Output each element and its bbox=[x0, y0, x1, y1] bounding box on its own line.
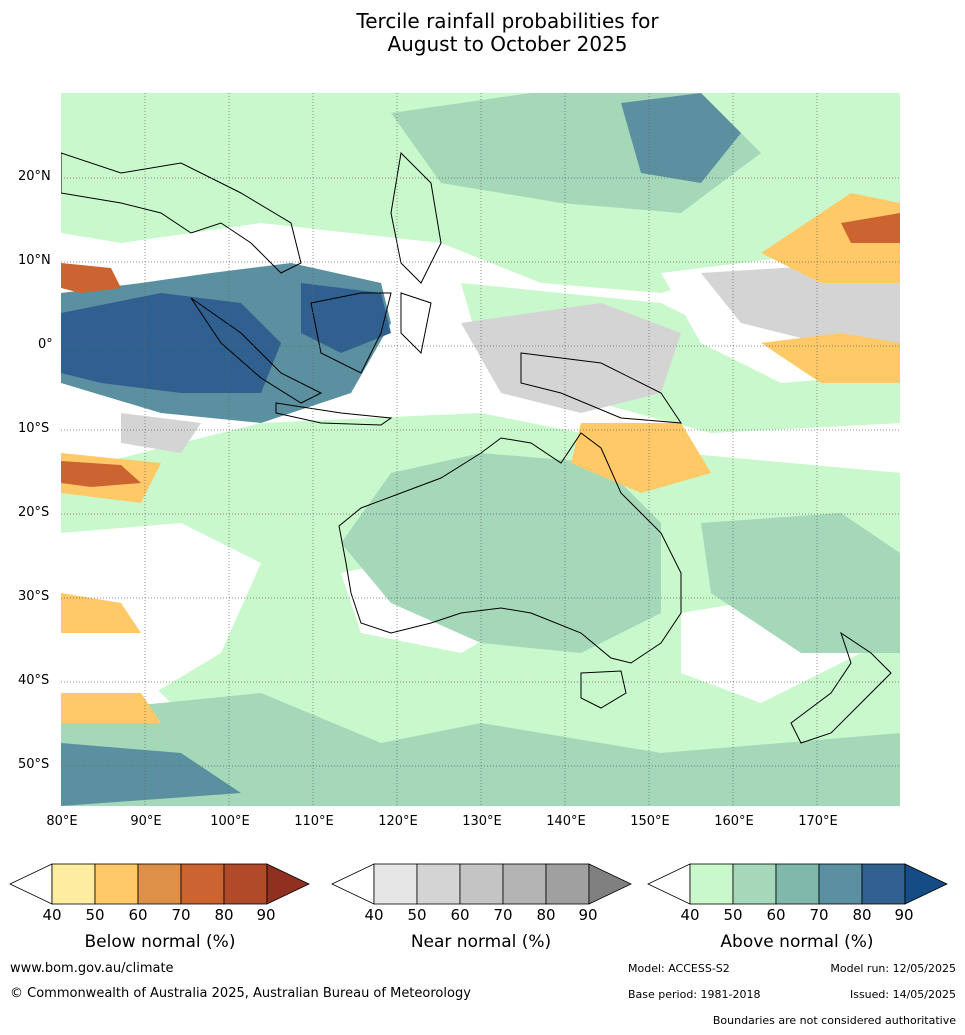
java-coastline bbox=[275, 402, 393, 426]
above-tick-40: 40 bbox=[680, 906, 700, 924]
colorbar-segment bbox=[373, 863, 418, 905]
title-line-1: Tercile rainfall probabilities for bbox=[356, 9, 659, 33]
lat-label-40s: 40°S bbox=[18, 673, 50, 688]
lon-label-130e: 130°E bbox=[462, 814, 502, 829]
lat-label-50s: 50°S bbox=[18, 757, 50, 772]
lat-label-20s: 20°S bbox=[18, 505, 50, 520]
near-tick-90: 90 bbox=[578, 906, 598, 924]
tasmania-coastline bbox=[580, 670, 627, 709]
above-tick-70: 70 bbox=[809, 906, 829, 924]
colorbar-extend-max bbox=[266, 863, 310, 905]
colorbar-segment bbox=[502, 863, 547, 905]
base-period-text: Base period: 1981-2018 bbox=[628, 988, 761, 1001]
colorbar-extend-min bbox=[9, 863, 53, 905]
colorbar-segment bbox=[545, 863, 590, 905]
below-normal-colorbar bbox=[9, 863, 310, 905]
model-text: Model: ACCESS-S2 bbox=[628, 962, 730, 975]
graticule bbox=[61, 93, 900, 806]
above-tick-80: 80 bbox=[852, 906, 872, 924]
borneo-coastline bbox=[310, 292, 392, 374]
southeast-asia-coastline bbox=[61, 152, 302, 274]
sulawesi-coastline bbox=[400, 292, 432, 355]
lon-label-100e: 100°E bbox=[210, 814, 250, 829]
sumatra-coastline bbox=[190, 297, 323, 404]
below-tick-40: 40 bbox=[42, 906, 62, 924]
map-canvas bbox=[61, 93, 900, 806]
copyright-text: © Commonwealth of Australia 2025, Austra… bbox=[10, 986, 471, 1001]
colorbar-segment bbox=[775, 863, 820, 905]
disclaimer-text: Boundaries are not considered authoritat… bbox=[712, 1014, 956, 1027]
colorbar-segment bbox=[459, 863, 504, 905]
colorbar-segment bbox=[94, 863, 139, 905]
near-normal-fields bbox=[121, 263, 900, 453]
colorbar-extend-max bbox=[904, 863, 948, 905]
near-tick-40: 40 bbox=[364, 906, 384, 924]
above-normal-colorbar bbox=[647, 863, 948, 905]
model-run-text: Model run: 12/05/2025 bbox=[830, 962, 956, 975]
colorbar-segment bbox=[180, 863, 225, 905]
below-tick-50: 50 bbox=[85, 906, 105, 924]
colorbar-extend-min bbox=[331, 863, 375, 905]
new-guinea-coastline bbox=[520, 352, 682, 424]
below-tick-60: 60 bbox=[128, 906, 148, 924]
lon-label-90e: 90°E bbox=[130, 814, 162, 829]
issued-text: Issued: 14/05/2025 bbox=[849, 988, 956, 1001]
below-normal-strong-fields bbox=[61, 213, 900, 487]
australia-coastline bbox=[338, 432, 682, 664]
above-tick-50: 50 bbox=[723, 906, 743, 924]
colorbar-segment bbox=[223, 863, 268, 905]
lon-label-170e: 170°E bbox=[798, 814, 838, 829]
lon-label-140e: 140°E bbox=[546, 814, 586, 829]
philippines-coastline bbox=[390, 151, 442, 284]
lat-label-30s: 30°S bbox=[18, 589, 50, 604]
lon-label-110e: 110°E bbox=[294, 814, 334, 829]
probability-map bbox=[61, 93, 900, 806]
new-zealand-coastline bbox=[790, 631, 892, 744]
below-tick-70: 70 bbox=[171, 906, 191, 924]
above-tick-90: 90 bbox=[894, 906, 914, 924]
above-normal-title: Above normal (%) bbox=[720, 932, 874, 952]
lon-label-150e: 150°E bbox=[630, 814, 670, 829]
colorbar-extend-max bbox=[588, 863, 632, 905]
above-tick-60: 60 bbox=[766, 906, 786, 924]
lon-label-80e: 80°E bbox=[46, 814, 78, 829]
near-tick-60: 60 bbox=[450, 906, 470, 924]
colorbar-segment bbox=[818, 863, 863, 905]
lat-label-10s: 10°S bbox=[18, 421, 50, 436]
colorbar-segment bbox=[689, 863, 734, 905]
colorbar-segment bbox=[416, 863, 461, 905]
below-tick-80: 80 bbox=[214, 906, 234, 924]
colorbar-extend-min bbox=[647, 863, 691, 905]
website-link[interactable]: www.bom.gov.au/climate bbox=[10, 961, 174, 976]
near-tick-50: 50 bbox=[407, 906, 427, 924]
near-normal-title: Near normal (%) bbox=[410, 932, 552, 952]
coastlines bbox=[61, 151, 892, 744]
near-tick-70: 70 bbox=[493, 906, 513, 924]
lon-label-120e: 120°E bbox=[378, 814, 418, 829]
near-normal-colorbar bbox=[331, 863, 632, 905]
near-tick-80: 80 bbox=[536, 906, 556, 924]
colorbar-segment bbox=[861, 863, 906, 905]
map-title: Tercile rainfall probabilities for Augus… bbox=[0, 10, 965, 56]
colorbar-segment bbox=[137, 863, 182, 905]
lat-label-0: 0° bbox=[38, 337, 53, 352]
below-tick-90: 90 bbox=[256, 906, 276, 924]
colorbar-segment bbox=[51, 863, 96, 905]
lat-label-20n: 20°N bbox=[18, 169, 51, 184]
below-normal-title: Below normal (%) bbox=[84, 932, 236, 952]
colorbar-segment bbox=[732, 863, 777, 905]
title-line-2: August to October 2025 bbox=[387, 32, 628, 56]
lon-label-160e: 160°E bbox=[714, 814, 754, 829]
lat-label-10n: 10°N bbox=[18, 253, 51, 268]
